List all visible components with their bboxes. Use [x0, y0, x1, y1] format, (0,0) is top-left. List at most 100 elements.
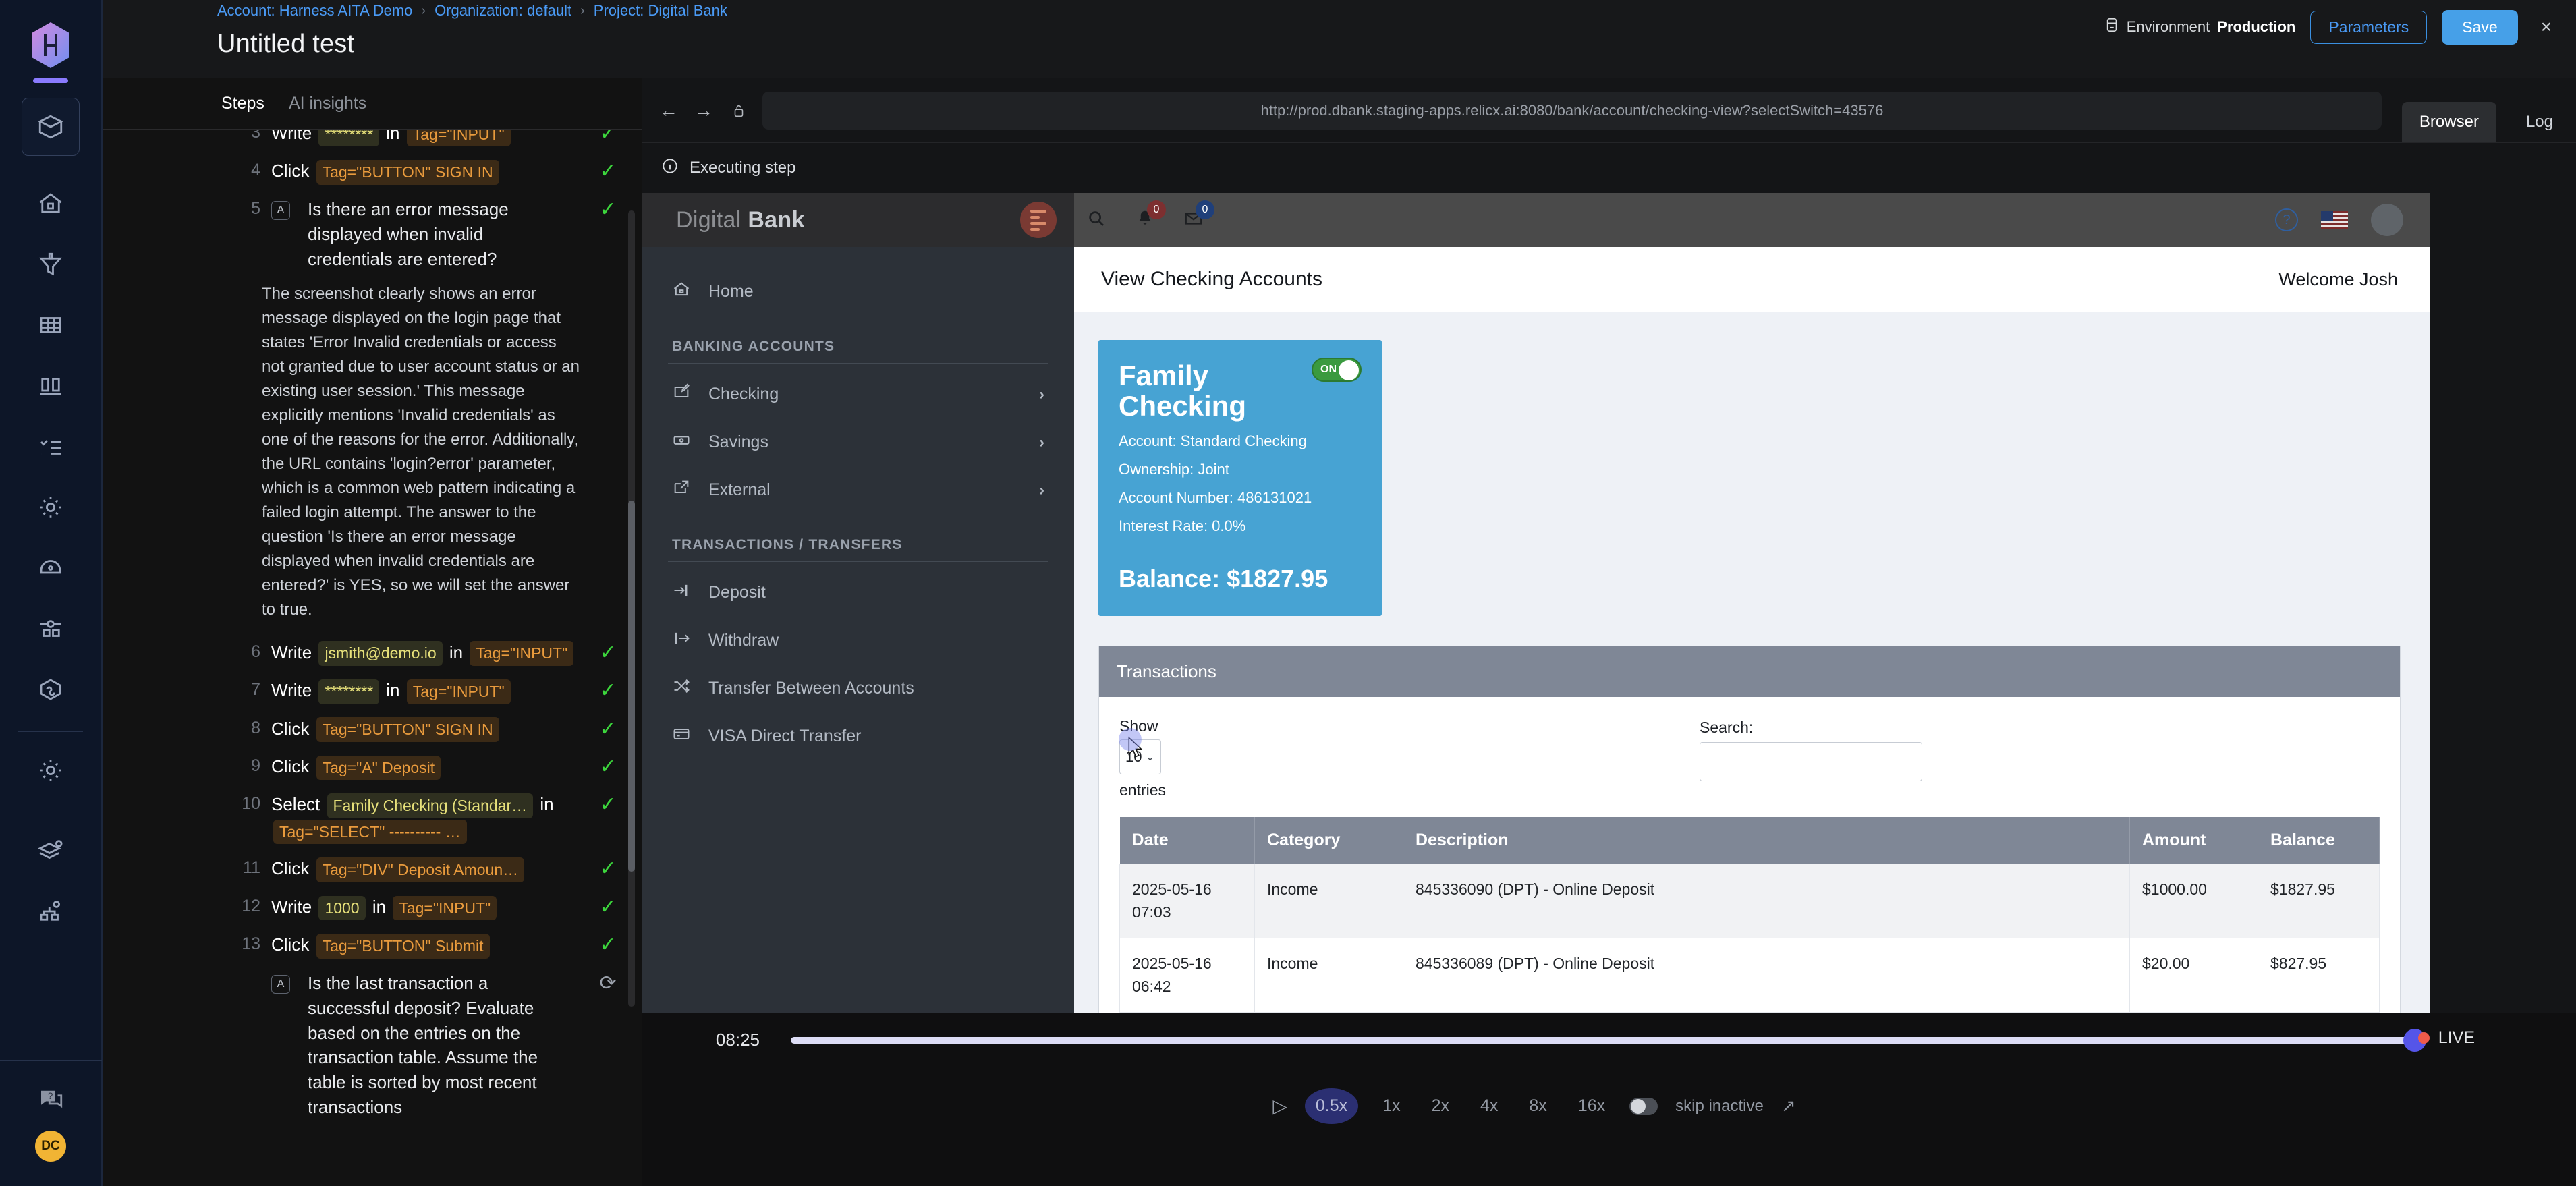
card-icon	[672, 725, 691, 748]
speed-16x[interactable]: 16x	[1577, 1096, 1606, 1115]
rail-item-settings[interactable]	[22, 478, 80, 536]
rail-item-checklist[interactable]	[22, 418, 80, 476]
col-balance[interactable]: Balance	[2258, 816, 2380, 864]
tab-ai-insights[interactable]: AI insights	[288, 94, 367, 113]
url-bar[interactable]: http://prod.dbank.staging-apps.relicx.ai…	[762, 91, 2382, 130]
col-category[interactable]: Category	[1254, 816, 1403, 864]
sidebar-item-home[interactable]: Home	[642, 268, 1074, 316]
table-row[interactable]: 2025-05-16 07:03 Income 845336090 (DPT) …	[1119, 863, 2380, 938]
main-column: Account: Harness AITA Demo › Organizatio…	[103, 0, 2576, 1186]
rail-item-module[interactable]	[22, 98, 80, 156]
step-row[interactable]: 6 Write jsmith@demo.io in Tag="INPUT" ✓	[237, 634, 621, 672]
step-row[interactable]: 9 Click Tag="A" Deposit ✓	[237, 748, 621, 786]
notifications-bell-icon[interactable]: 0	[1135, 200, 1166, 232]
rail-item-funnel[interactable]	[22, 235, 80, 293]
player-progress-track[interactable]	[791, 1028, 2426, 1052]
speed-8x[interactable]: 8x	[1529, 1096, 1547, 1115]
step-description: Write ******** in Tag="INPUT"	[271, 678, 584, 704]
sidebar-item-visa-direct-transfer[interactable]: VISA Direct Transfer	[642, 712, 1074, 760]
live-label: LIVE	[2438, 1028, 2475, 1047]
speed-2x[interactable]: 2x	[1431, 1096, 1449, 1115]
forward-icon[interactable]: →	[694, 99, 713, 121]
tab-steps[interactable]: Steps	[221, 94, 264, 113]
user-avatar[interactable]: DC	[35, 1131, 66, 1162]
rail-item-chaos[interactable]	[22, 660, 80, 718]
sidebar-item-transfer-between-accounts[interactable]: Transfer Between Accounts	[642, 665, 1074, 712]
step-target: Tag="INPUT"	[406, 679, 511, 704]
menu-toggle-icon[interactable]	[1020, 202, 1057, 238]
account-card[interactable]: ON Family Checking Account: Standard Che…	[1098, 340, 1382, 616]
rail-item-chart[interactable]	[22, 357, 80, 415]
site-nav-icons: 0 0	[1057, 200, 1214, 232]
rail-item-shield[interactable]	[22, 539, 80, 597]
table-row[interactable]: 2025-05-16 06:42 Income 845336089 (DPT) …	[1119, 937, 2380, 1013]
sidebar-item-savings[interactable]: Savings ›	[642, 418, 1074, 466]
site-user-avatar[interactable]	[2371, 204, 2403, 236]
mail-icon[interactable]: 0	[1183, 200, 1214, 232]
steps-scrollbar[interactable]	[628, 210, 635, 1007]
breadcrumb-project[interactable]: Project: Digital Bank	[593, 2, 727, 19]
col-amount[interactable]: Amount	[2129, 816, 2258, 864]
check-icon: ✓	[599, 198, 617, 221]
harness-logo-icon[interactable]	[24, 16, 77, 74]
rail-item-help-chat[interactable]: ?	[22, 1070, 80, 1128]
entries-per-page-select[interactable]: 10 ⌄	[1119, 727, 1161, 774]
step-row[interactable]: 8 Click Tag="BUTTON" SIGN IN ✓	[237, 710, 621, 748]
sidebar-item-withdraw[interactable]: Withdraw	[642, 617, 1074, 665]
rail-item-account-settings[interactable]	[22, 741, 80, 799]
step-row[interactable]: 10 Select Family Checking (Standar… in T…	[237, 786, 621, 850]
step-status: ✓	[594, 640, 621, 663]
step-action: Click	[271, 756, 310, 776]
account-toggle[interactable]: ON	[1312, 358, 1362, 382]
rail-item-grid[interactable]	[22, 296, 80, 354]
help-icon[interactable]: ?	[2275, 208, 2298, 231]
steps-panel: Steps AI insights 3 Write ******** in Ta…	[103, 78, 642, 1186]
step-target: Tag="INPUT"	[406, 130, 511, 147]
us-flag-icon[interactable]	[2321, 211, 2348, 229]
environment-selector[interactable]: Environment Production	[2104, 16, 2295, 38]
step-row[interactable]: 4 Click Tag="BUTTON" SIGN IN ✓	[237, 152, 621, 190]
step-row[interactable]: 12 Write 1000 in Tag="INPUT" ✓	[237, 888, 621, 926]
table-header-row: Date Category Description Amount Balance	[1119, 816, 2380, 864]
scrollbar-thumb[interactable]	[628, 501, 635, 872]
entries-label: entries	[1119, 781, 1167, 799]
assertion-explanation: The screenshot clearly shows an error me…	[262, 284, 580, 619]
search-input[interactable]	[1700, 741, 1922, 781]
save-button[interactable]: Save	[2442, 9, 2518, 45]
step-row[interactable]: 5 A Is there an error message displayed …	[237, 191, 621, 278]
rail-item-sliders[interactable]	[22, 600, 80, 658]
step-row[interactable]: 13 Click Tag="BUTTON" Submit ✓	[237, 926, 621, 964]
speed-4x[interactable]: 4x	[1480, 1096, 1499, 1115]
search-icon[interactable]	[1086, 208, 1107, 232]
col-description[interactable]: Description	[1403, 816, 2130, 864]
step-status: ✓	[594, 895, 621, 917]
parameters-button[interactable]: Parameters	[2310, 10, 2428, 44]
play-button[interactable]: ▷	[1272, 1096, 1287, 1117]
step-row[interactable]: 3 Write ******** in Tag="INPUT" ✓	[237, 130, 621, 152]
breadcrumb-account[interactable]: Account: Harness AITA Demo	[217, 2, 413, 19]
step-number: 12	[242, 896, 260, 915]
close-icon[interactable]: ×	[2540, 16, 2552, 37]
tab-browser[interactable]: Browser	[2401, 102, 2496, 142]
speed-0-5x[interactable]: 0.5x	[1304, 1088, 1359, 1124]
sidebar-item-deposit[interactable]: Deposit	[642, 569, 1074, 617]
speed-1x[interactable]: 1x	[1382, 1096, 1401, 1115]
breadcrumb-organization[interactable]: Organization: default	[435, 2, 572, 19]
fullscreen-icon[interactable]: ↗	[1781, 1096, 1796, 1116]
step-row[interactable]: 7 Write ******** in Tag="INPUT" ✓	[237, 672, 621, 710]
cell-balance: $827.95	[2258, 937, 2380, 1013]
step-row[interactable]: A Is the last transaction a successful d…	[237, 965, 621, 1126]
step-action: Write	[271, 680, 312, 701]
tab-log[interactable]: Log	[2525, 113, 2553, 131]
rail-item-layers-settings[interactable]	[22, 822, 80, 880]
step-row[interactable]: 11 Click Tag="DIV" Deposit Amoun… ✓	[237, 850, 621, 888]
rail-item-home[interactable]	[22, 175, 80, 233]
sidebar-item-checking[interactable]: Checking ›	[642, 370, 1074, 418]
back-icon[interactable]: ←	[659, 99, 678, 121]
sidebar-item-external[interactable]: External ›	[642, 466, 1074, 514]
rail-item-network-settings[interactable]	[22, 882, 80, 940]
toggle-knob	[1339, 360, 1359, 380]
skip-inactive-toggle[interactable]	[1629, 1097, 1658, 1115]
col-date[interactable]: Date	[1119, 816, 1255, 864]
